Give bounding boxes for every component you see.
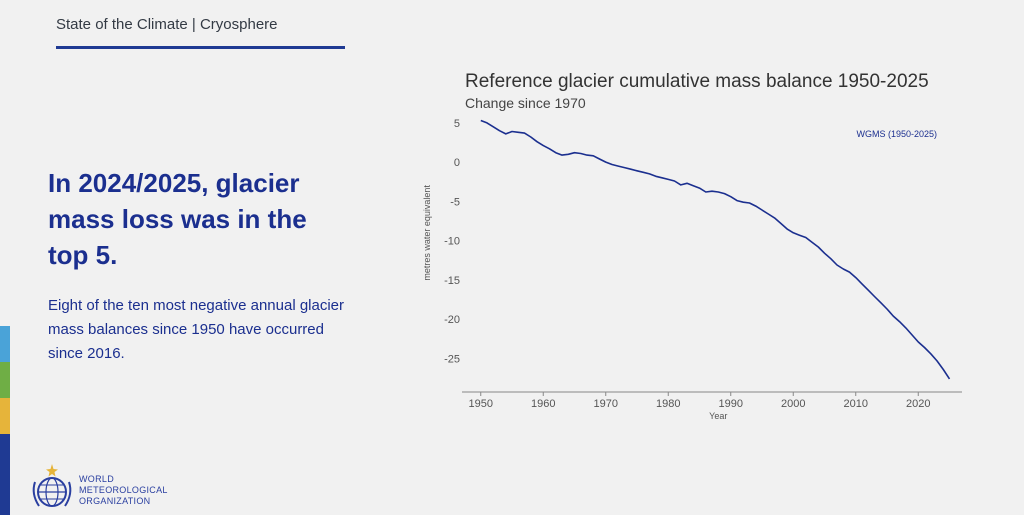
x-tick-label: 1980 <box>656 398 680 410</box>
x-tick-label: 1960 <box>531 398 555 410</box>
wmo-logo-text: WORLD METEOROLOGICAL ORGANIZATION <box>79 474 199 507</box>
body-text: Eight of the ten most negative annual gl… <box>48 294 398 366</box>
stripe-green <box>0 362 10 398</box>
chart-title: Reference glacier cumulative mass balanc… <box>465 71 929 92</box>
y-tick-label: -15 <box>444 275 460 287</box>
y-tick-label: -5 <box>450 196 460 208</box>
headline-line: top 5. <box>48 240 118 270</box>
logo-text-line: WORLD <box>79 474 114 484</box>
chart-subtitle: Change since 1970 <box>465 95 586 111</box>
x-tick-label: 1990 <box>719 398 743 410</box>
body-line: mass balances since 1950 have occurred <box>48 321 324 338</box>
stripe-yellow <box>0 398 10 434</box>
wmo-logo <box>27 462 77 510</box>
y-tick-label: -20 <box>444 314 460 326</box>
y-axis-label: metres water equivalent <box>422 185 432 281</box>
headline: In 2024/2025, glacier mass loss was in t… <box>48 165 378 273</box>
logo-text-line: METEOROLOGICAL <box>79 485 168 495</box>
body-line: Eight of the ten most negative annual gl… <box>48 297 345 314</box>
x-tick-label: 2000 <box>781 398 805 410</box>
x-tick-label: 2010 <box>844 398 868 410</box>
wmo-globe-emblem-icon <box>32 464 72 507</box>
stripe-blue-dark <box>0 434 10 515</box>
y-tick-label: 0 <box>454 157 460 169</box>
x-tick-label: 1970 <box>594 398 618 410</box>
y-tick-label: 5 <box>454 118 460 130</box>
series-line <box>480 119 951 380</box>
headline-line: mass loss was in the <box>48 204 307 234</box>
x-tick-label: 1950 <box>469 398 493 410</box>
y-tick-label: -25 <box>444 354 460 366</box>
stripe-blue-light <box>0 326 10 362</box>
headline-line: In 2024/2025, glacier <box>48 168 300 198</box>
header-title: State of the Climate | Cryosphere <box>56 16 278 33</box>
header-underline <box>56 46 345 49</box>
y-tick-label: -10 <box>444 236 460 248</box>
logo-text-line: ORGANIZATION <box>79 496 151 506</box>
body-line: since 2016. <box>48 345 125 362</box>
x-axis-label: Year <box>709 411 727 421</box>
legend-entry: WGMS (1950-2025) <box>856 129 937 139</box>
x-tick-label: 2020 <box>906 398 930 410</box>
